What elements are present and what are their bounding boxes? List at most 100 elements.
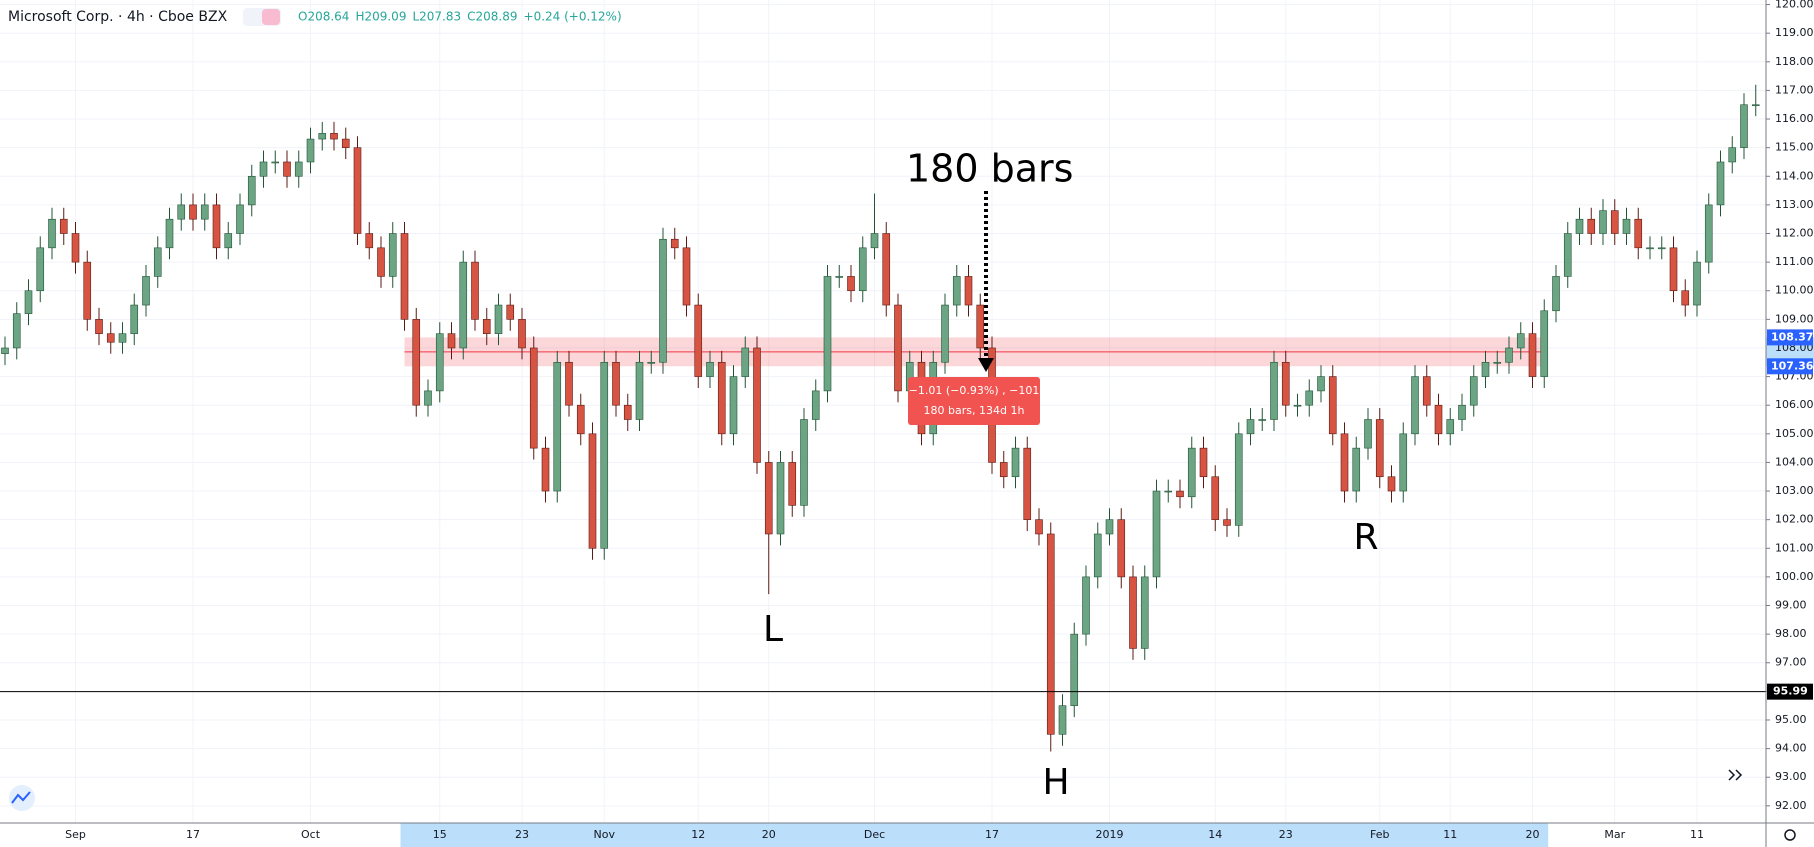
candle-body	[400, 233, 409, 320]
y-tick-label: 109.00	[1775, 312, 1814, 325]
candle-body	[1446, 419, 1455, 435]
candle-body	[1481, 361, 1490, 377]
candle-body	[741, 347, 750, 377]
y-tick-label: 111.00	[1775, 255, 1814, 268]
candle-body	[529, 347, 538, 449]
candle-body	[1199, 447, 1208, 478]
candle-body	[1599, 210, 1607, 234]
y-tick-label: 115.00	[1775, 141, 1814, 154]
candle-body	[1505, 347, 1513, 363]
pattern-label: R	[1353, 517, 1378, 558]
y-tick-label: 99.00	[1775, 599, 1807, 612]
candle-body	[435, 333, 444, 392]
candle-body	[1669, 247, 1678, 292]
candle-body	[1528, 333, 1537, 377]
candle-body	[377, 247, 385, 277]
y-tick-label: 97.00	[1775, 656, 1807, 669]
candle-body	[941, 304, 949, 363]
y-tick-label: 103.00	[1775, 484, 1814, 497]
candle-body	[764, 462, 773, 535]
y-tick-label: 118.00	[1775, 55, 1814, 68]
x-tick-label: 23	[515, 828, 529, 841]
candle-body	[952, 276, 961, 306]
candle-body	[341, 138, 350, 148]
x-tick-label: 20	[1526, 828, 1540, 841]
candle-body	[1117, 519, 1126, 578]
price-badge-label: 108.37	[1771, 330, 1813, 343]
candle-body	[106, 333, 115, 343]
candle-body	[95, 319, 103, 334]
pattern-label: H	[1042, 762, 1069, 803]
candle-body	[623, 404, 632, 420]
candle-body	[1, 347, 9, 354]
candle-body	[1563, 233, 1572, 277]
candle-body	[835, 276, 844, 278]
candle-body	[424, 390, 432, 406]
candle-body	[647, 361, 656, 364]
candle-body	[1422, 376, 1431, 406]
y-tick-label: 119.00	[1775, 26, 1814, 39]
candle-body	[142, 276, 150, 306]
candle-body	[1046, 533, 1055, 735]
y-tick-label: 95.00	[1775, 713, 1807, 726]
candle-body	[823, 276, 832, 392]
candle-body	[1105, 519, 1114, 535]
y-tick-label: 101.00	[1775, 541, 1814, 554]
candle-body	[412, 319, 421, 406]
candle-body	[153, 247, 162, 277]
candle-body	[565, 361, 573, 406]
candle-body	[1364, 419, 1372, 449]
candle-body	[600, 361, 609, 549]
candle-body	[870, 233, 879, 249]
candle-body	[1246, 419, 1255, 435]
candle-body	[1552, 276, 1560, 312]
candle-body	[1751, 104, 1760, 107]
candle-body	[1328, 376, 1337, 435]
candle-body	[1058, 705, 1067, 735]
candle-body	[177, 204, 186, 220]
candle-body	[1622, 218, 1631, 234]
candle-body	[1681, 290, 1690, 306]
candle-body	[388, 233, 397, 277]
price-badge-label: 95.99	[1773, 685, 1808, 698]
candle-body	[1740, 104, 1748, 148]
candle-body	[1587, 218, 1596, 234]
candle-body	[200, 204, 209, 220]
y-tick-label: 105.00	[1775, 427, 1814, 440]
candle-body	[447, 333, 456, 349]
candle-body	[659, 238, 667, 363]
x-tick-label: 23	[1279, 828, 1293, 841]
candle-body	[1270, 361, 1278, 420]
candle-body	[118, 333, 127, 343]
candle-body	[1469, 376, 1478, 406]
y-tick-label: 102.00	[1775, 513, 1814, 526]
candle-body	[212, 204, 221, 249]
candle-body	[1693, 261, 1701, 306]
candle-body	[353, 147, 362, 234]
candle-body	[506, 304, 515, 320]
header-button-on[interactable]	[262, 9, 280, 25]
candle-body	[259, 161, 268, 177]
measure-box	[908, 377, 1040, 425]
y-tick-label: 113.00	[1775, 198, 1814, 211]
candle-body	[1176, 490, 1184, 498]
candle-body	[1657, 247, 1666, 250]
candle-body	[283, 161, 291, 177]
candle-body	[1340, 433, 1349, 492]
candle-body	[1540, 310, 1549, 377]
settings-button[interactable]	[1784, 829, 1796, 841]
candle-body	[776, 462, 785, 535]
candle-body	[976, 304, 985, 349]
y-tick-label: 110.00	[1775, 284, 1814, 297]
x-tick-label: 17	[985, 828, 999, 841]
logo-mark	[11, 791, 31, 804]
measure-line: 180 bars, 134d 1h	[924, 404, 1025, 417]
y-tick-label: 120.00	[1775, 0, 1814, 11]
x-tick-label: Sep	[65, 828, 86, 841]
scroll-button[interactable]	[1728, 769, 1743, 781]
y-tick-label: 112.00	[1775, 227, 1814, 240]
candle-body	[1082, 576, 1090, 635]
candle-body	[753, 347, 761, 463]
candle-body	[894, 304, 902, 392]
